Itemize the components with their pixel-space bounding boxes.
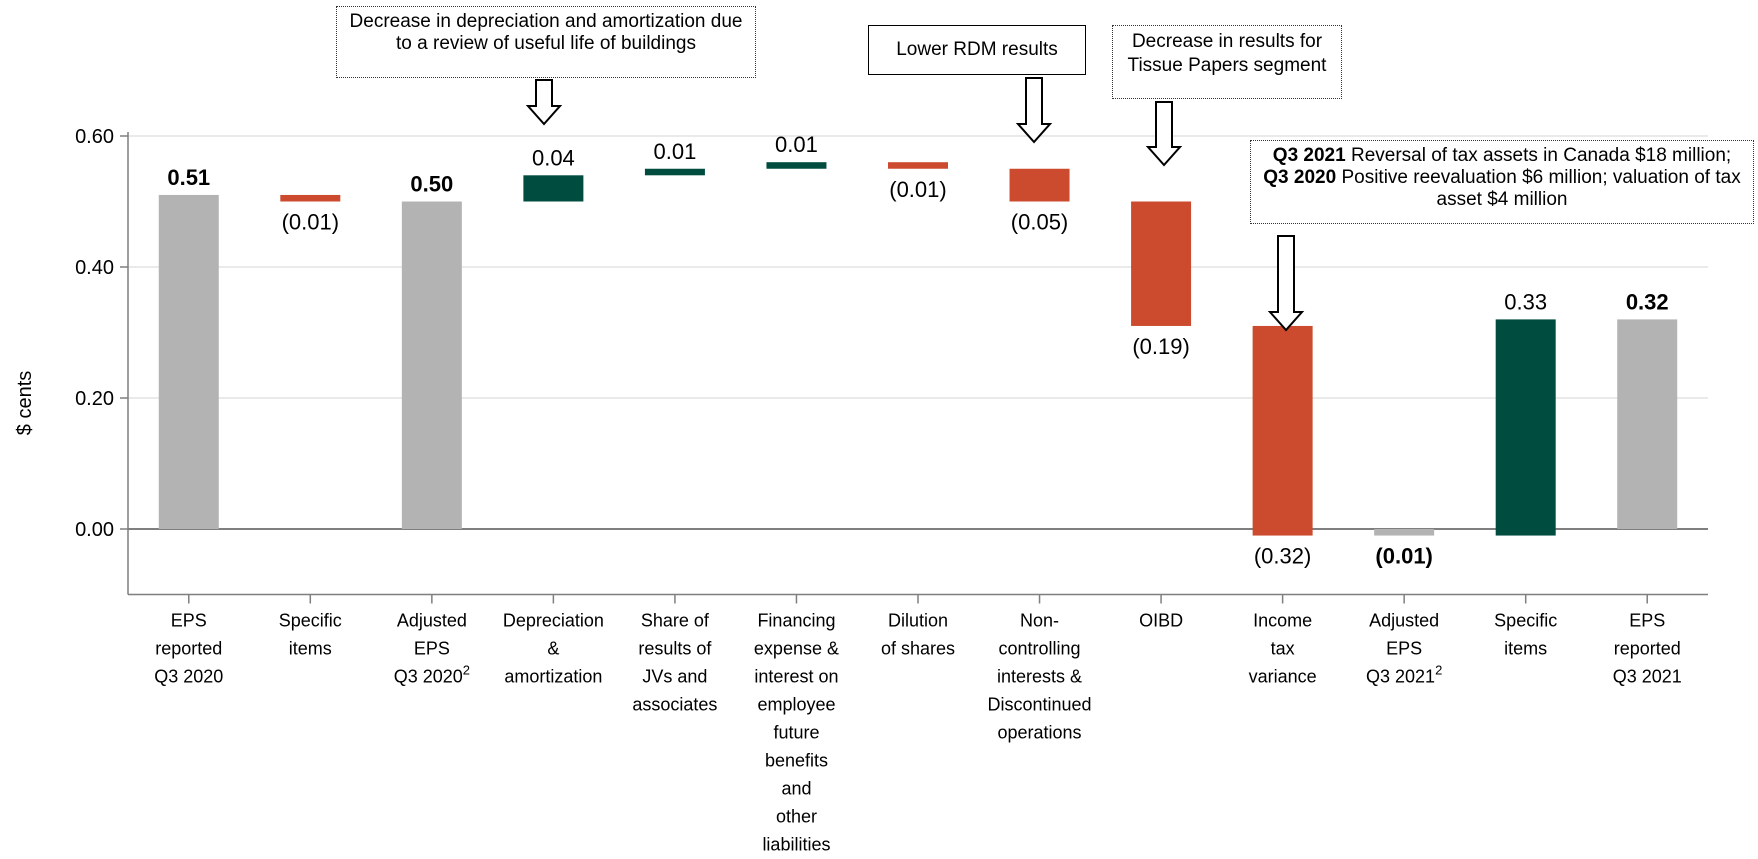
callout-tax-q3-2021-label: Q3 2021 xyxy=(1272,145,1346,166)
data-label: 0.01 xyxy=(654,139,697,164)
waterfall-bar xyxy=(766,162,827,169)
y-tick-label: 0.00 xyxy=(75,519,114,541)
category-label: Financing expense & interest on employee fut… xyxy=(754,611,839,855)
callout-income-tax: Q3 2021 Reversal of tax assets in Canada… xyxy=(1250,140,1754,224)
data-label: 0.01 xyxy=(775,132,818,157)
waterfall-bar xyxy=(888,162,948,169)
waterfall-bar xyxy=(1374,529,1435,536)
callout-rdm: Lower RDM results xyxy=(868,25,1086,75)
category-label: OIBD xyxy=(1139,611,1183,631)
waterfall-bar xyxy=(523,175,584,202)
waterfall-bar xyxy=(1495,319,1556,536)
data-label: (0.05) xyxy=(1011,210,1068,235)
data-label: 0.32 xyxy=(1626,289,1669,314)
data-label: (0.32) xyxy=(1254,544,1311,569)
callout-arrow-depreciation xyxy=(525,79,563,126)
category-label: Share of results of JVs and associates xyxy=(632,611,717,715)
y-axis-title: $ cents xyxy=(14,371,36,435)
y-tick-label: 0.20 xyxy=(75,388,114,410)
category-label: Income tax variance xyxy=(1249,611,1317,687)
category-label: Adjusted EPS Q3 20212 xyxy=(1366,611,1442,687)
category-label: Adjusted EPS Q3 20202 xyxy=(394,611,470,687)
waterfall-bar xyxy=(158,194,219,529)
category-label: Specific items xyxy=(1494,611,1557,659)
callout-arrow-tissue xyxy=(1145,101,1183,167)
waterfall-bar xyxy=(1252,325,1313,536)
callout-arrow-income-tax xyxy=(1267,235,1305,332)
callout-tissue-text: Decrease in results for Tissue Papers se… xyxy=(1127,31,1327,76)
waterfall-bar xyxy=(1009,168,1070,202)
waterfall-bar xyxy=(644,168,705,176)
waterfall-bar xyxy=(1617,319,1678,529)
callout-tissue: Decrease in results for Tissue Papers se… xyxy=(1112,25,1342,99)
data-label: 0.04 xyxy=(532,145,575,170)
callout-arrow-rdm xyxy=(1015,77,1053,144)
callout-depreciation: Decrease in depreciation and amortizatio… xyxy=(336,6,756,78)
data-label: (0.01) xyxy=(1375,544,1432,569)
category-label: EPS reported Q3 2020 xyxy=(154,611,223,687)
category-label: Depreciation & amortization xyxy=(503,611,604,687)
callout-tax-q3-2020-label: Q3 2020 xyxy=(1263,167,1337,188)
data-label: (0.19) xyxy=(1132,334,1189,359)
y-tick-label: 0.60 xyxy=(75,126,114,148)
data-label: (0.01) xyxy=(282,210,339,235)
data-label: 0.51 xyxy=(167,165,210,190)
category-label: EPS reported Q3 2021 xyxy=(1613,611,1682,687)
data-label: (0.01) xyxy=(889,177,946,202)
y-tick-label: 0.40 xyxy=(75,257,114,279)
category-label: Specific items xyxy=(279,611,342,659)
waterfall-bar xyxy=(280,194,341,202)
data-label: 0.33 xyxy=(1504,289,1547,314)
callout-tax-q3-2021-text: Reversal of tax assets in Canada $18 mil… xyxy=(1345,145,1732,166)
waterfall-bar xyxy=(401,201,462,529)
data-label: 0.50 xyxy=(410,172,453,197)
callout-tax-q3-2020-text: Positive reevaluation $6 million; valuat… xyxy=(1336,167,1741,210)
callout-rdm-text: Lower RDM results xyxy=(896,39,1058,60)
category-label: Non-controlling interests & Discontinued op… xyxy=(988,611,1092,743)
category-label: Dilution of shares xyxy=(881,611,955,659)
callout-depreciation-text: Decrease in depreciation and amortizatio… xyxy=(349,11,743,54)
waterfall-bar xyxy=(1131,201,1192,326)
